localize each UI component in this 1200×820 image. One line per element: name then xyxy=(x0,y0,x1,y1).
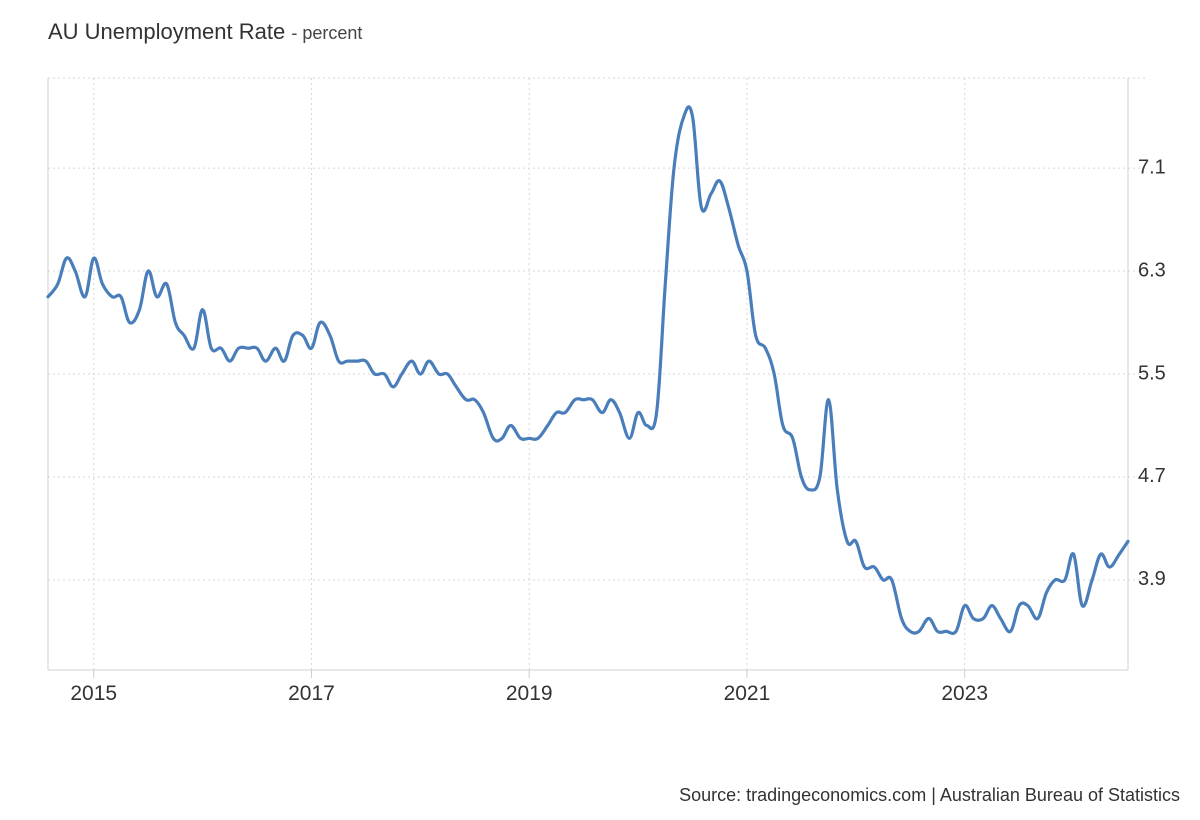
x-tick-label: 2023 xyxy=(941,682,988,705)
series-line-0 xyxy=(46,105,1130,636)
source-credit: Source: tradingeconomics.com | Australia… xyxy=(679,785,1180,805)
y-tick-label: 7.1 xyxy=(1138,156,1166,178)
y-tick-label: 5.5 xyxy=(1138,362,1166,384)
x-tick-label: 2015 xyxy=(70,682,117,705)
x-tick-label: 2019 xyxy=(506,682,553,705)
x-tick-label: 2021 xyxy=(724,682,771,705)
y-tick-label: 4.7 xyxy=(1138,465,1166,487)
y-tick-label: 3.9 xyxy=(1138,568,1166,590)
chart-title: AU Unemployment Rate - percent xyxy=(48,19,362,45)
chart-unit-label: - percent xyxy=(291,23,363,43)
y-tick-label: 6.3 xyxy=(1138,259,1166,281)
chart-title-text: AU Unemployment Rate xyxy=(48,19,286,44)
x-tick-label: 2017 xyxy=(288,682,335,705)
